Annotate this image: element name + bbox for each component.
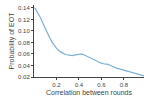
svg-text:Correlation between rounds: Correlation between rounds (46, 89, 132, 96)
svg-text:0.8: 0.8 (120, 82, 129, 88)
svg-text:0.2: 0.2 (52, 82, 61, 88)
svg-text:0.04: 0.04 (18, 63, 30, 69)
svg-text:0.14: 0.14 (18, 5, 30, 11)
svg-text:Probability of EOT: Probability of EOT (8, 12, 16, 70)
svg-text:0.02: 0.02 (18, 74, 30, 80)
svg-text:0.4: 0.4 (75, 82, 84, 88)
svg-text:0.6: 0.6 (97, 82, 106, 88)
svg-text:0.08: 0.08 (18, 40, 30, 46)
svg-text:0.12: 0.12 (18, 17, 30, 23)
svg-text:0.10: 0.10 (18, 28, 30, 34)
svg-text:0.06: 0.06 (18, 51, 30, 57)
